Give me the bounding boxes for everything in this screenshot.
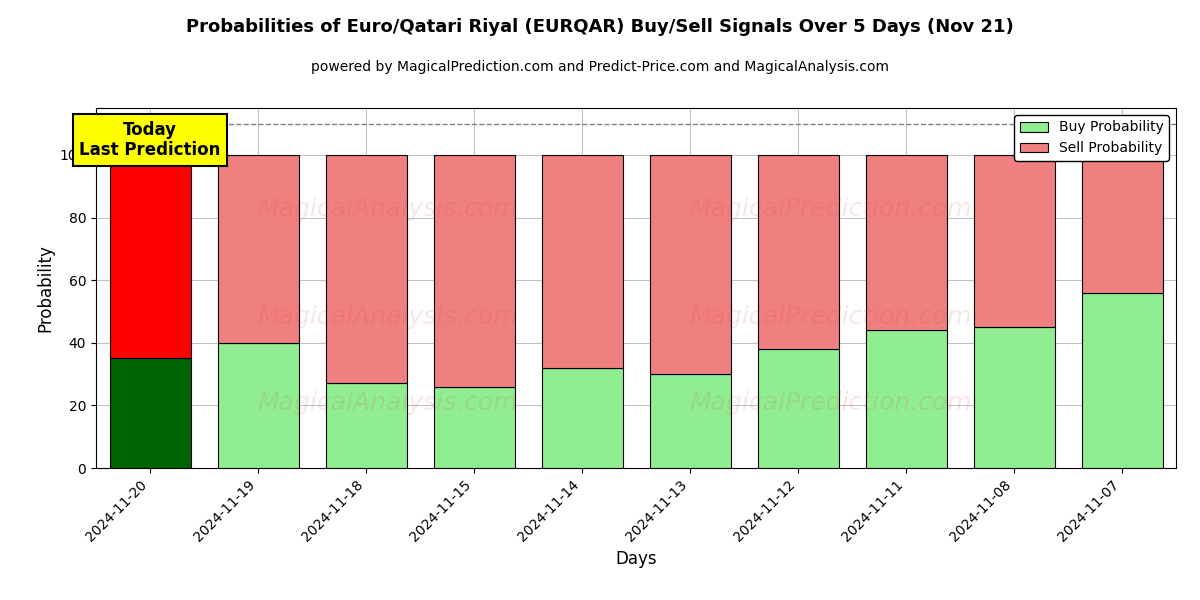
Bar — [325, 155, 407, 383]
Bar — [109, 155, 191, 358]
Bar — [757, 155, 839, 349]
Bar — [325, 383, 407, 468]
Bar — [541, 155, 623, 368]
Legend: Buy Probability, Sell Probability: Buy Probability, Sell Probability — [1014, 115, 1169, 161]
Bar — [217, 155, 299, 343]
Bar — [865, 330, 947, 468]
Bar — [973, 155, 1055, 327]
Bar — [541, 368, 623, 468]
Bar — [757, 349, 839, 468]
Text: powered by MagicalPrediction.com and Predict-Price.com and MagicalAnalysis.com: powered by MagicalPrediction.com and Pre… — [311, 60, 889, 74]
Text: Today
Last Prediction: Today Last Prediction — [79, 121, 221, 160]
Text: MagicalAnalysis.com: MagicalAnalysis.com — [257, 391, 518, 415]
Bar — [109, 358, 191, 468]
Text: MagicalAnalysis.com: MagicalAnalysis.com — [257, 305, 518, 329]
Bar — [1081, 293, 1163, 468]
Bar — [649, 155, 731, 374]
Bar — [433, 155, 515, 386]
Bar — [973, 327, 1055, 468]
Text: MagicalPrediction.com: MagicalPrediction.com — [689, 305, 972, 329]
Y-axis label: Probability: Probability — [36, 244, 54, 332]
Text: MagicalAnalysis.com: MagicalAnalysis.com — [257, 197, 518, 221]
X-axis label: Days: Days — [616, 550, 656, 568]
Text: MagicalPrediction.com: MagicalPrediction.com — [689, 391, 972, 415]
Bar — [865, 155, 947, 330]
Bar — [217, 343, 299, 468]
Bar — [649, 374, 731, 468]
Bar — [1081, 155, 1163, 293]
Bar — [433, 386, 515, 468]
Text: MagicalPrediction.com: MagicalPrediction.com — [689, 197, 972, 221]
Text: Probabilities of Euro/Qatari Riyal (EURQAR) Buy/Sell Signals Over 5 Days (Nov 21: Probabilities of Euro/Qatari Riyal (EURQ… — [186, 18, 1014, 36]
